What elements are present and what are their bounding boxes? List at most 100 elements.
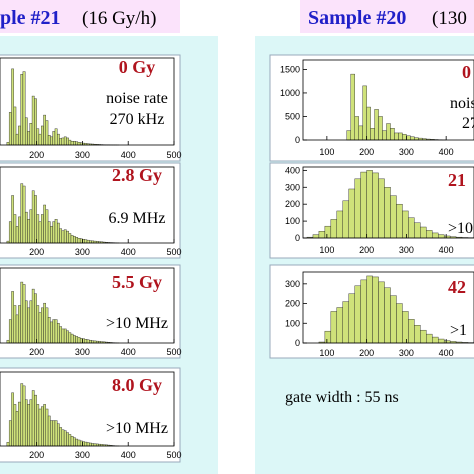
histogram-bar	[27, 307, 30, 344]
histogram-bar	[406, 135, 411, 141]
dose-label: 0	[462, 62, 471, 82]
histogram-bar	[426, 333, 433, 344]
plot-frame	[0, 166, 175, 244]
histogram-bar	[66, 137, 69, 146]
x-tick-label: 100	[319, 147, 334, 157]
histogram-bar	[390, 295, 397, 344]
histogram-bar	[24, 117, 28, 146]
histogram-bar	[22, 185, 26, 244]
x-tick-label: 300	[75, 150, 90, 160]
histogram-bar	[38, 312, 42, 344]
histogram-bar	[22, 71, 26, 146]
rate-annotation: 6.9 MHz	[109, 210, 166, 227]
histogram-bar	[336, 307, 343, 344]
histogram-bar	[414, 325, 421, 344]
histogram-bar	[354, 285, 361, 344]
plot-frame	[0, 57, 175, 146]
histogram-bar	[318, 231, 326, 239]
y-tick-label: 300	[285, 182, 300, 192]
histogram-bar	[59, 138, 63, 146]
histogram-bar	[31, 190, 35, 244]
histogram-bar	[73, 140, 76, 146]
histogram-bar	[6, 442, 10, 447]
x-tick-label: 300	[399, 348, 414, 358]
histogram-bar	[70, 333, 74, 344]
histogram-bar	[54, 219, 58, 244]
histogram-bar	[11, 291, 14, 344]
histogram-bar	[426, 230, 433, 239]
histogram-bar	[408, 319, 415, 344]
histogram-bar	[6, 142, 10, 146]
histogram-bar	[15, 226, 19, 244]
histogram-bar	[43, 114, 46, 146]
histogram-bar	[11, 195, 14, 244]
x-tick-label: 500	[166, 247, 181, 257]
histogram-bar	[420, 226, 427, 239]
rate-annotation: 27	[462, 115, 474, 132]
dose-label: 21	[448, 170, 466, 190]
histogram-bar	[408, 217, 415, 239]
histogram-bar	[57, 133, 60, 146]
histogram-bar	[77, 142, 81, 146]
histogram-bar	[13, 106, 17, 146]
x-tick-label: 300	[75, 247, 90, 257]
histogram-bar	[370, 128, 375, 141]
histogram-bar	[360, 171, 367, 239]
histogram-bar	[396, 203, 403, 239]
histogram-bar	[29, 300, 33, 344]
x-tick-label: 300	[399, 245, 414, 255]
histogram-bar	[61, 429, 65, 447]
histogram-bar	[70, 235, 74, 244]
plot-frame	[302, 271, 474, 344]
histogram-bar	[57, 423, 60, 447]
histogram-bar	[31, 288, 35, 344]
x-tick-label: 200	[29, 347, 44, 357]
histogram-bar	[24, 399, 28, 447]
histogram-bar	[438, 338, 445, 344]
histogram-bar	[29, 209, 33, 244]
histogram-bar	[20, 183, 24, 244]
histogram-bar	[378, 281, 385, 344]
histogram-bar	[36, 214, 40, 244]
histogram-bar	[18, 125, 21, 146]
histogram-bar	[11, 392, 14, 447]
histogram-bar	[61, 137, 65, 146]
histogram-bar	[27, 131, 30, 146]
histogram-bar	[73, 335, 76, 344]
histogram-bar	[41, 125, 44, 146]
header-box	[300, 0, 474, 33]
histogram-bar	[47, 135, 51, 146]
histogram-bar	[63, 328, 67, 344]
x-tick-label: 500	[166, 450, 181, 460]
histogram-bar	[384, 287, 391, 344]
note: gate width : 55 ns	[285, 389, 399, 406]
histogram-bar	[66, 230, 69, 244]
histogram-bar	[41, 307, 44, 344]
histogram-bar	[47, 317, 51, 344]
rate-annotation: >10	[448, 220, 473, 237]
histogram-bar	[8, 420, 12, 447]
histogram-bar	[22, 385, 26, 447]
x-tick-label: 400	[439, 147, 454, 157]
histogram-bar	[54, 128, 58, 146]
histogram-bar	[8, 221, 12, 244]
histogram-bar	[11, 68, 14, 146]
histogram-bar	[402, 210, 409, 239]
histogram-bar	[354, 116, 359, 141]
y-tick-label: 0	[295, 135, 300, 145]
histogram-bar	[366, 106, 371, 141]
histogram-bar	[18, 401, 21, 447]
histogram-bar	[34, 394, 37, 447]
histogram-bar	[360, 279, 367, 344]
histogram-bar	[432, 336, 439, 344]
histogram-bar	[68, 434, 72, 447]
histogram-bar	[18, 305, 21, 344]
histogram-bar	[61, 328, 65, 344]
x-tick-label: 200	[359, 147, 374, 157]
histogram-bar	[342, 200, 349, 239]
y-tick-label: 200	[285, 199, 300, 209]
plot-box	[269, 54, 474, 162]
histogram-bar	[68, 332, 72, 344]
histogram-bar	[24, 300, 28, 344]
histogram-bar	[84, 339, 88, 344]
